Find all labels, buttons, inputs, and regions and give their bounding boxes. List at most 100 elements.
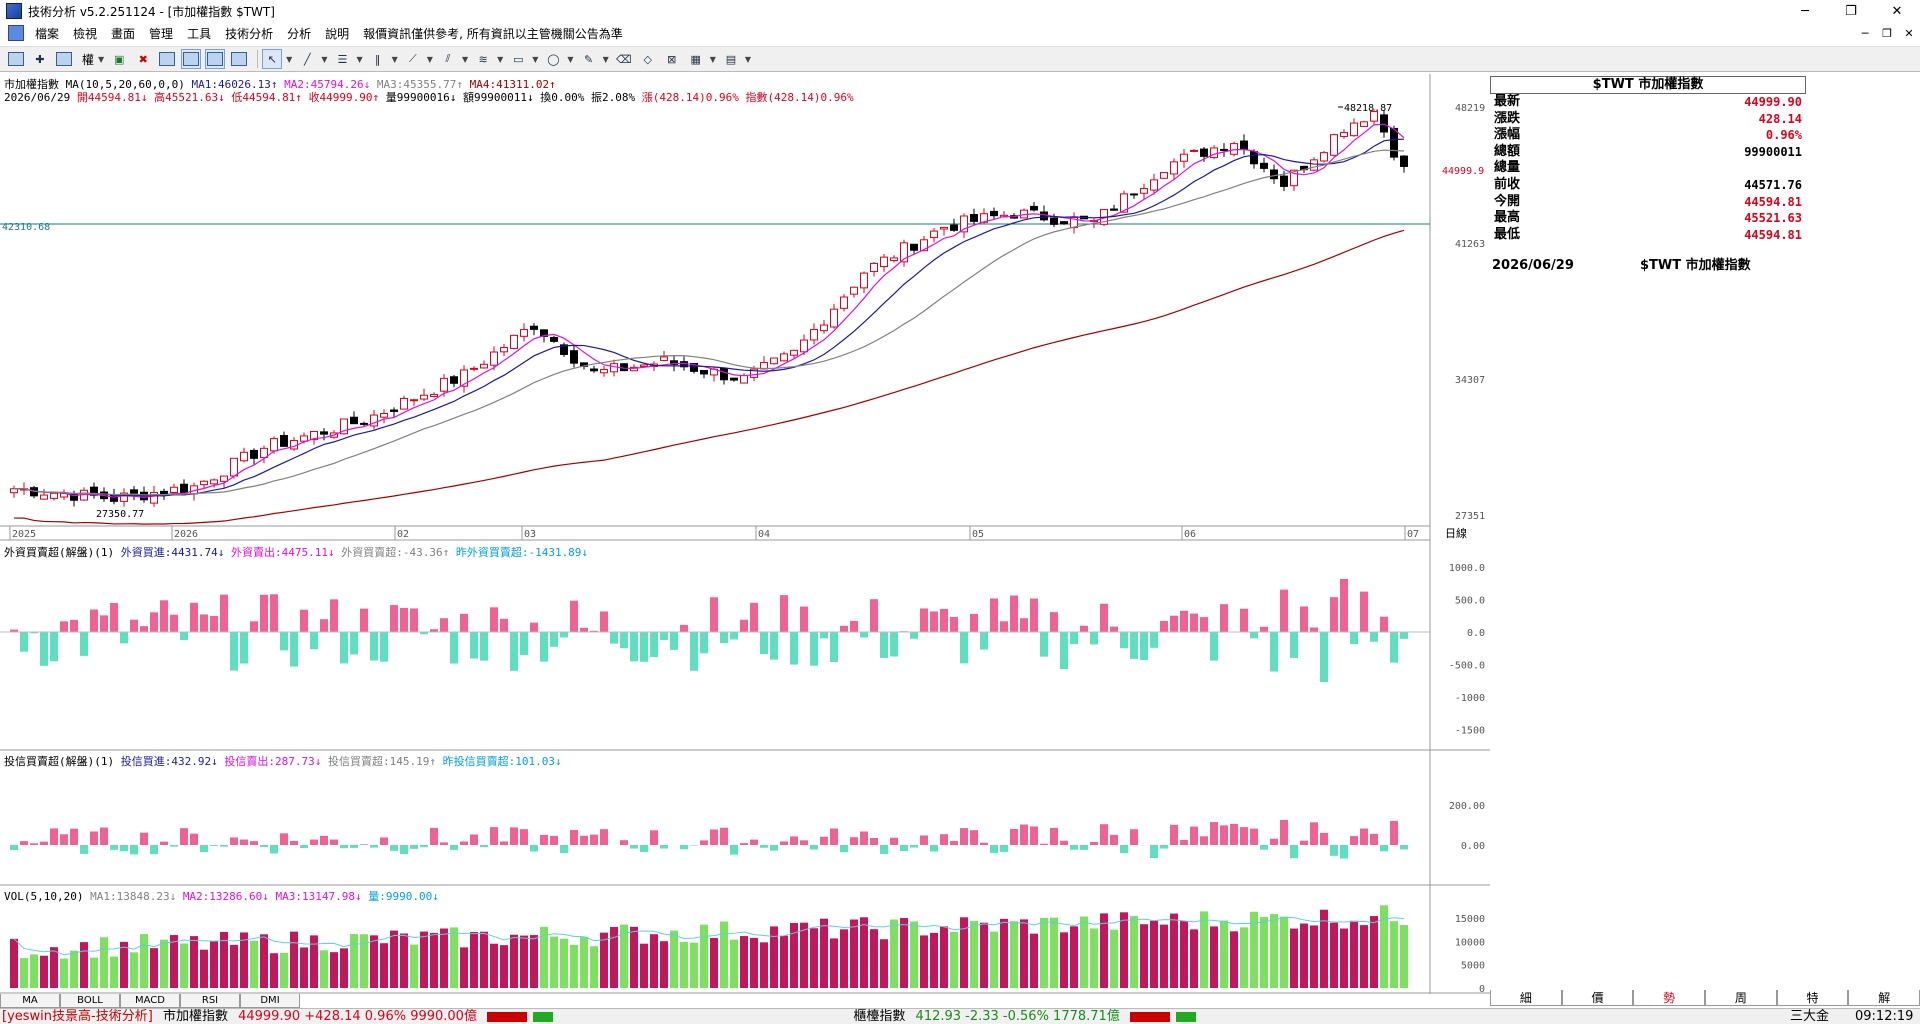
status-index2-bar [1130,1012,1170,1022]
foreign-bar [690,632,698,671]
volume-bar [870,929,878,988]
trust-bar [730,845,738,855]
volume-bar [860,917,868,988]
volume-bar [430,933,438,988]
quote-row: 總量 [1490,160,1806,177]
foreign-bar [450,632,458,664]
foreign-bar [1150,632,1158,648]
candle-body [1271,170,1278,179]
volume-bar [1140,924,1148,988]
trust-bar [10,845,18,850]
candle-body [1221,149,1228,150]
trust-bar [1150,845,1158,858]
foreign-bar [700,632,708,653]
foreign-bar [650,632,658,657]
volume-bar [1390,921,1398,988]
mdi-minimize-button[interactable]: ─ [1854,22,1876,44]
trust-bar [760,845,768,848]
tab-trend[interactable]: 勢 [1633,990,1705,1006]
trust-bar [800,840,808,845]
volume-bar [1190,929,1198,988]
volume-bar [920,935,928,988]
tab-feature[interactable]: 特 [1777,990,1849,1006]
maximize-button[interactable]: ❐ [1828,0,1874,22]
volume-bar [180,944,188,988]
trust-bar [400,845,408,854]
tab-dmi[interactable]: DMI [240,994,300,1008]
volume-bar [130,952,138,988]
trust-bar [230,837,238,845]
foreign-bar [1050,612,1058,632]
trust-bar [1040,844,1048,845]
trust-bar [1390,821,1398,845]
trust-bar [1000,845,1008,852]
foreign-bar [400,608,408,632]
tab-analysis[interactable]: 解 [1848,990,1920,1006]
date-label: 2025 [12,529,36,540]
volume-bar [370,935,378,988]
foreign-bar [350,632,358,654]
trust-bar [490,827,498,845]
trust-bar [1130,829,1138,845]
tab-ma[interactable]: MA [0,994,60,1008]
trust-bar [700,840,708,845]
foreign-bar [610,632,618,644]
trust-bar [1280,820,1288,845]
tab-macd[interactable]: MACD [120,994,180,1008]
candle-body [41,495,48,499]
minimize-button[interactable]: ─ [1782,0,1828,22]
trust-bar [1100,824,1108,845]
tab-weekly[interactable]: 周 [1705,990,1777,1006]
foreign-bar [1250,632,1258,638]
foreign-bar [980,632,988,650]
foreign-bar [800,607,808,632]
volume-bar [100,937,108,988]
volume-bar [440,929,448,988]
volume-bar [20,958,28,988]
mdi-close-button[interactable]: ✕ [1898,22,1920,44]
foreign-bar [880,632,888,658]
tab-rsi[interactable]: RSI [180,994,240,1008]
foreign-bar [310,632,318,649]
foreign-bar [1240,609,1248,632]
volume-bar [1120,912,1128,988]
trust-bar [900,845,908,851]
trust-bar [520,829,528,845]
foreign-bar [1000,621,1008,632]
price-tick: 41263 [1455,239,1485,250]
candle-body [171,487,178,492]
trust-bar [1070,845,1078,850]
foreign-bar [290,632,298,666]
volume-bar [1300,924,1308,988]
close-button[interactable]: ✕ [1874,0,1920,22]
foreign-bar [210,616,218,632]
indicator-tabs: MA BOLL MACD RSI DMI [0,994,1430,1008]
candle-body [571,351,578,363]
candle-body [1241,141,1248,149]
volume-bar [1380,905,1388,988]
volume-bar [910,921,918,988]
trust-bar [270,845,278,853]
foreign-bar [130,620,138,632]
trust-bar [590,835,598,845]
price-tick: 48219 [1455,103,1485,114]
foreign-bar [1220,604,1228,632]
trust-bar [630,845,638,849]
tab-detail[interactable]: 細 [1490,990,1562,1006]
volume-bar [460,947,468,988]
candle-body [1321,153,1328,161]
trust-bar [190,834,198,845]
tab-boll[interactable]: BOLL [60,994,120,1008]
candle-body [701,370,708,373]
volume-bar [150,948,158,988]
volume-bar [1170,914,1178,988]
volume-bar [450,927,458,988]
tab-price[interactable]: 價 [1562,990,1634,1006]
foreign-bar [600,611,608,632]
volume-bar [1110,930,1118,988]
mdi-restore-button[interactable]: ❐ [1876,22,1898,44]
candle-body [831,309,838,327]
ma1-line [14,139,1404,496]
